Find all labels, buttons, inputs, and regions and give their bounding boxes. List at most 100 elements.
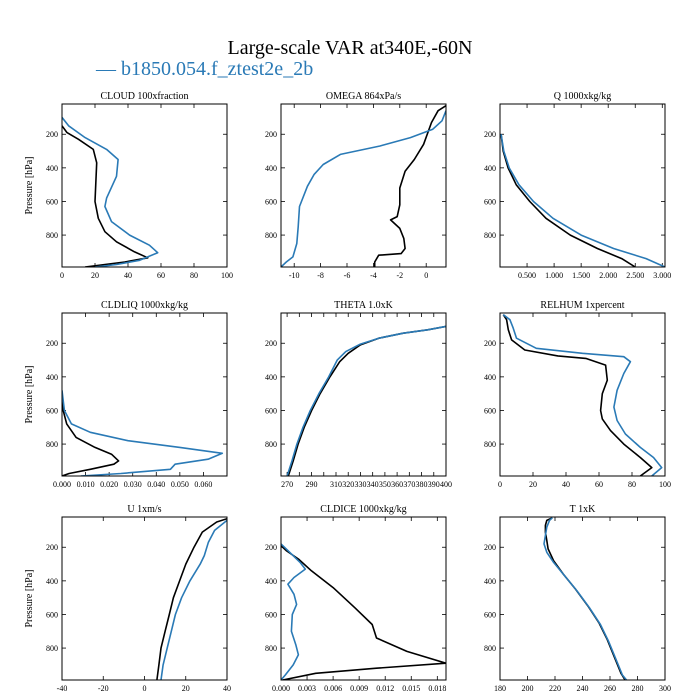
panel-title: THETA 1.0xK <box>334 300 393 311</box>
y-tick-label: 600 <box>46 197 58 206</box>
series-line-a <box>373 105 446 267</box>
y-tick-label: 200 <box>46 543 58 552</box>
series-line-a <box>156 517 227 680</box>
x-tick-label: 0 <box>498 480 502 489</box>
series-line-b <box>62 390 224 476</box>
x-tick-label: 350 <box>379 480 391 489</box>
x-tick-label: -2 <box>396 271 403 280</box>
x-tick-label: 280 <box>632 684 644 693</box>
y-tick-label: 800 <box>46 231 58 240</box>
panel-4: CLDLIQ 1000xkg/kg Pressure [hPa] 200 400 600… <box>24 300 228 489</box>
x-tick-label: 20 <box>529 480 537 489</box>
x-tick-label: 0.020 <box>100 480 118 489</box>
x-tick-label: 340 <box>367 480 379 489</box>
y-tick-label: 200 <box>484 543 496 552</box>
y-tick-label: 800 <box>46 644 58 653</box>
panel-3: Q 1000xkg/kg 200 400 600 800 0.500 1.000 1.500 2… <box>484 91 671 280</box>
legend-swatch: — <box>96 58 116 80</box>
x-tick-label: 0 <box>60 271 64 280</box>
series-line-b <box>543 517 628 680</box>
x-tick-label: 1.000 <box>545 271 563 280</box>
panel-5: THETA 1.0xK 200 400 600 800 270 290 310 320 330 34… <box>265 300 452 489</box>
series-line-a <box>287 325 446 476</box>
y-tick-label: 600 <box>46 406 58 415</box>
y-tick-label: 400 <box>46 373 58 382</box>
x-tick-label: -8 <box>317 271 324 280</box>
y-axis-label: Pressure [hPa] <box>24 156 35 214</box>
x-tick-label: 0.009 <box>350 684 368 693</box>
legend-label: b1850.054.f_ztest2e_2b <box>121 58 314 80</box>
x-tick-label: 0.003 <box>298 684 316 693</box>
panel-9: T 1xK 200 400 600 800 180 200 220 240 260 280 300 <box>484 504 671 693</box>
series-line-a <box>500 134 636 267</box>
x-tick-label: 290 <box>306 480 318 489</box>
y-tick-label: 400 <box>484 164 496 173</box>
y-tick-label: 400 <box>46 577 58 586</box>
x-tick-label: 1.500 <box>572 271 590 280</box>
x-tick-label: 400 <box>440 480 452 489</box>
y-tick-label: 800 <box>265 231 277 240</box>
y-tick-label: 600 <box>46 610 58 619</box>
x-tick-label: 200 <box>522 684 534 693</box>
y-axis-label: Pressure [hPa] <box>24 365 35 423</box>
y-tick-label: 800 <box>484 231 496 240</box>
panel-frame <box>499 312 666 477</box>
x-tick-label: 80 <box>190 271 198 280</box>
x-tick-label: 20 <box>91 271 99 280</box>
y-tick-label: 200 <box>265 339 277 348</box>
y-tick-label: 400 <box>46 164 58 173</box>
panel-frame <box>280 312 447 477</box>
x-tick-label: 0.012 <box>376 684 394 693</box>
y-tick-label: 200 <box>46 130 58 139</box>
y-tick-label: 800 <box>484 644 496 653</box>
panel-frame <box>61 516 228 681</box>
y-tick-label: 200 <box>265 130 277 139</box>
panel-frame <box>280 103 447 268</box>
x-tick-label: 300 <box>659 684 671 693</box>
x-tick-label: 2.000 <box>599 271 617 280</box>
series-line-a <box>62 393 120 476</box>
x-tick-label: 380 <box>416 480 428 489</box>
y-tick-label: 400 <box>484 373 496 382</box>
x-tick-label: -4 <box>370 271 377 280</box>
y-tick-label: 600 <box>484 406 496 415</box>
x-tick-label: 0.500 <box>518 271 536 280</box>
x-tick-label: 20 <box>182 684 190 693</box>
series-line-b <box>62 116 159 267</box>
panel-7: U 1xm/s Pressure [hPa] 200 400 600 800 -40 -20 0… <box>24 504 231 693</box>
y-tick-label: 400 <box>265 577 277 586</box>
series-line-a <box>281 545 446 680</box>
series-line-b <box>281 543 307 680</box>
x-tick-label: 40 <box>562 480 570 489</box>
panel-title: U 1xm/s <box>127 504 161 515</box>
x-tick-label: 320 <box>342 480 354 489</box>
panel-title: RELHUM 1xpercent <box>540 300 624 311</box>
panel-8: CLDICE 1000xkg/kg 200 400 600 800 0.000 0.003 0… <box>265 504 447 693</box>
x-tick-label: 0.060 <box>194 480 212 489</box>
x-tick-label: 0.015 <box>402 684 420 693</box>
x-tick-label: 390 <box>428 480 440 489</box>
series-line-b <box>286 325 446 476</box>
x-tick-label: 60 <box>157 271 165 280</box>
panel-title: T 1xK <box>570 504 596 515</box>
y-tick-label: 400 <box>265 164 277 173</box>
x-tick-label: -6 <box>344 271 351 280</box>
x-tick-label: 80 <box>628 480 636 489</box>
series-line-b <box>160 519 227 680</box>
panel-frame <box>61 103 228 268</box>
x-tick-label: 0.010 <box>77 480 95 489</box>
x-tick-label: 180 <box>494 684 506 693</box>
x-tick-label: 0.018 <box>428 684 446 693</box>
x-tick-label: 220 <box>549 684 561 693</box>
y-tick-label: 400 <box>484 577 496 586</box>
x-tick-label: 0 <box>424 271 428 280</box>
panel-frame <box>280 516 447 681</box>
x-tick-label: 60 <box>595 480 603 489</box>
x-tick-label: 0.000 <box>53 480 71 489</box>
x-tick-label: -40 <box>57 684 68 693</box>
y-axis-label: Pressure [hPa] <box>24 569 35 627</box>
x-tick-label: 330 <box>354 480 366 489</box>
y-tick-label: 400 <box>265 373 277 382</box>
